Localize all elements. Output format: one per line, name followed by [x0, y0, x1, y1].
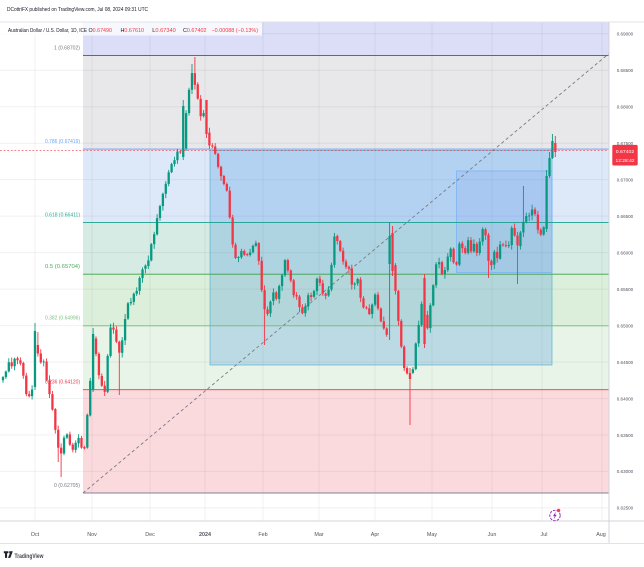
svg-text:0.65000: 0.65000	[617, 323, 634, 329]
svg-text:0.67000: 0.67000	[617, 177, 634, 183]
svg-text:0.69000: 0.69000	[617, 32, 634, 38]
svg-text:0.68000: 0.68000	[617, 105, 634, 111]
svg-text:Oct: Oct	[31, 532, 40, 538]
svg-text:−0.00088 (−0.13%): −0.00088 (−0.13%)	[212, 28, 259, 34]
svg-text:0.786 (0.67419): 0.786 (0.67419)	[45, 139, 80, 145]
svg-text:0.67500: 0.67500	[617, 141, 634, 147]
svg-text:Apr: Apr	[371, 532, 380, 538]
svg-text:0.65500: 0.65500	[617, 287, 634, 293]
svg-text:0 (0.62705): 0 (0.62705)	[54, 483, 80, 489]
svg-text:Feb: Feb	[258, 532, 267, 538]
svg-text:C0.67402: C0.67402	[183, 28, 207, 34]
svg-text:0.62500: 0.62500	[617, 506, 634, 512]
svg-text:Aug: Aug	[596, 532, 606, 538]
svg-text:0.236 (0.64120): 0.236 (0.64120)	[45, 380, 80, 386]
svg-text:Dec: Dec	[145, 532, 155, 538]
svg-text:0.66500: 0.66500	[617, 214, 634, 220]
svg-text:O0.67490: O0.67490	[89, 28, 113, 34]
svg-text:May: May	[427, 532, 437, 538]
svg-text:0.618 (0.66411): 0.618 (0.66411)	[45, 213, 80, 219]
svg-text:0.68500: 0.68500	[617, 68, 634, 74]
svg-text:0.67402: 0.67402	[616, 149, 635, 155]
svg-text:1 (0.68702): 1 (0.68702)	[54, 45, 80, 51]
svg-text:0.66000: 0.66000	[617, 250, 634, 256]
svg-text:Australian Dollar / U.S. Dolla: Australian Dollar / U.S. Dollar, 1D, ICE	[8, 28, 87, 34]
svg-text:Mar: Mar	[314, 532, 323, 538]
svg-text:0.382 (0.64996): 0.382 (0.64996)	[45, 316, 80, 322]
svg-text:2024: 2024	[199, 532, 211, 538]
svg-text:Nov: Nov	[87, 532, 97, 538]
svg-text:Jun: Jun	[488, 532, 497, 538]
svg-text:0.64500: 0.64500	[617, 360, 634, 366]
svg-text:0.63000: 0.63000	[617, 469, 634, 475]
svg-text:0.5 (0.65704): 0.5 (0.65704)	[45, 264, 80, 270]
svg-text:Jul: Jul	[541, 532, 548, 538]
svg-text:TradingView: TradingView	[15, 553, 44, 560]
svg-text:0.63500: 0.63500	[617, 433, 634, 439]
svg-text:DCottriFX published on Trading: DCottriFX published on TradingView.com, …	[7, 7, 148, 13]
svg-text:H0.67610: H0.67610	[121, 28, 145, 34]
svg-text:L0.67340: L0.67340	[152, 28, 176, 34]
svg-text:0.64000: 0.64000	[617, 396, 634, 402]
svg-text:12:28:42: 12:28:42	[616, 158, 635, 163]
